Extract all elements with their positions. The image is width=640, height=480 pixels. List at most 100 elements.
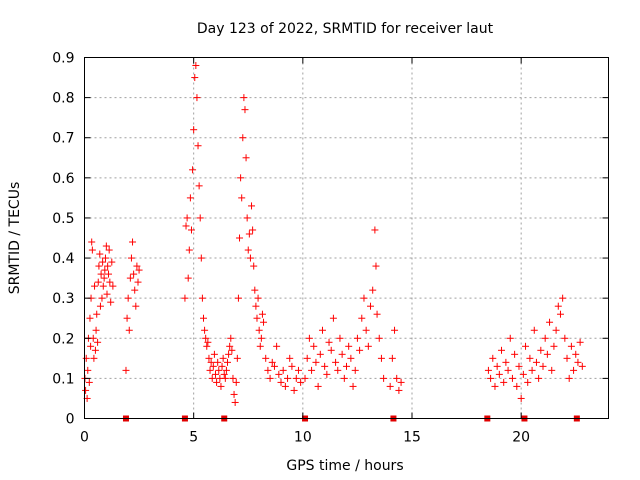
- data-point-plus: [312, 358, 320, 366]
- data-point-plus: [570, 366, 578, 374]
- data-point-plus: [358, 314, 366, 322]
- y-tick-label: 0.7: [52, 131, 74, 147]
- data-point-plus: [252, 302, 260, 310]
- data-point-plus: [193, 94, 201, 102]
- data-point-plus: [250, 262, 258, 270]
- data-point-plus: [327, 346, 335, 354]
- grid-lines: [84, 57, 609, 419]
- data-point-plus: [251, 286, 259, 294]
- data-point-plus: [539, 362, 547, 370]
- data-point-plus: [336, 334, 344, 342]
- x-tick-label: 10: [294, 430, 312, 446]
- data-point-plus: [240, 94, 248, 102]
- data-point-plus: [563, 354, 571, 362]
- data-point-plus: [208, 374, 216, 382]
- data-point-plus: [129, 238, 137, 246]
- data-point-plus: [226, 342, 234, 350]
- data-point-plus: [567, 342, 575, 350]
- data-point-plus: [245, 230, 253, 238]
- data-point-plus: [246, 254, 254, 262]
- data-point-plus: [340, 374, 348, 382]
- data-point-plus: [345, 342, 353, 350]
- y-tick-label: 0: [66, 412, 75, 428]
- data-point-plus: [578, 362, 586, 370]
- data-point-plus: [572, 350, 580, 358]
- data-point-plus: [491, 382, 499, 390]
- data-point-plus: [308, 366, 316, 374]
- data-point-plus: [498, 346, 506, 354]
- data-point-plus: [502, 358, 510, 366]
- x-tick-label: 0: [80, 430, 89, 446]
- data-point-plus: [508, 374, 516, 382]
- y-tick-label: 0.6: [52, 171, 74, 187]
- data-point-plus: [292, 374, 300, 382]
- data-point-plus: [546, 318, 554, 326]
- data-point-plus: [219, 354, 227, 362]
- data-point-plus: [288, 362, 296, 370]
- data-point-plus: [94, 338, 102, 346]
- data-point-plus: [380, 374, 388, 382]
- data-point-plus: [108, 258, 116, 266]
- data-point-plus: [253, 314, 261, 322]
- data-point-plus: [213, 378, 221, 386]
- data-point-plus: [528, 366, 536, 374]
- data-point-plus: [548, 366, 556, 374]
- y-tick-label: 0.1: [52, 371, 74, 387]
- data-point-plus: [206, 366, 214, 374]
- data-point-plus: [209, 362, 217, 370]
- data-point-plus: [522, 342, 530, 350]
- data-point-plus: [576, 338, 584, 346]
- data-point-plus: [185, 246, 193, 254]
- data-point-plus: [279, 366, 287, 374]
- data-point-plus: [364, 342, 372, 350]
- data-point-plus: [550, 342, 558, 350]
- data-point-plus: [310, 342, 318, 350]
- data-point-plus: [217, 382, 225, 390]
- data-point-plus: [238, 194, 246, 202]
- data-point-plus: [254, 294, 262, 302]
- data-point-plus: [198, 294, 206, 302]
- data-point-plus: [182, 222, 190, 230]
- data-point-plus: [99, 258, 107, 266]
- data-point-plus: [554, 302, 562, 310]
- y-axis-label: SRMTID / TECUs: [7, 182, 23, 295]
- data-point-plus: [189, 166, 197, 174]
- data-point-plus: [316, 350, 324, 358]
- data-point-plus: [334, 366, 342, 374]
- data-point-plus: [195, 182, 203, 190]
- data-point-plus: [524, 378, 532, 386]
- data-point-plus: [90, 354, 98, 362]
- data-point-plus: [360, 294, 368, 302]
- data-point-plus: [98, 294, 106, 302]
- data-point-plus: [277, 378, 285, 386]
- y-tick-label: 0.4: [52, 251, 74, 267]
- data-point-plus: [393, 374, 401, 382]
- data-point-plus: [222, 366, 230, 374]
- y-tick-label: 0.5: [52, 211, 74, 227]
- data-point-plus: [126, 274, 134, 282]
- data-point-plus: [205, 354, 213, 362]
- data-point-plus: [212, 370, 219, 378]
- data-point-plus: [215, 366, 223, 374]
- data-point-plus: [229, 374, 237, 382]
- data-points: [81, 62, 586, 406]
- data-point-plus: [559, 294, 567, 302]
- data-point-plus: [303, 354, 311, 362]
- data-point-plus: [233, 354, 241, 362]
- data-point-plus: [301, 374, 309, 382]
- x-tick-label: 15: [403, 430, 421, 446]
- data-point-plus: [194, 142, 202, 150]
- data-point-plus: [96, 250, 104, 258]
- x-tick-label: 20: [512, 430, 530, 446]
- data-point-plus: [343, 362, 350, 370]
- data-point-plus: [329, 314, 337, 322]
- data-point-plus: [232, 378, 240, 386]
- data-point-plus: [484, 366, 492, 374]
- data-point-plus: [122, 366, 130, 374]
- data-point-plus: [237, 174, 245, 182]
- data-point-plus: [552, 326, 560, 334]
- data-point-plus: [220, 370, 228, 378]
- data-point-plus: [130, 270, 138, 278]
- data-point-plus: [574, 358, 582, 366]
